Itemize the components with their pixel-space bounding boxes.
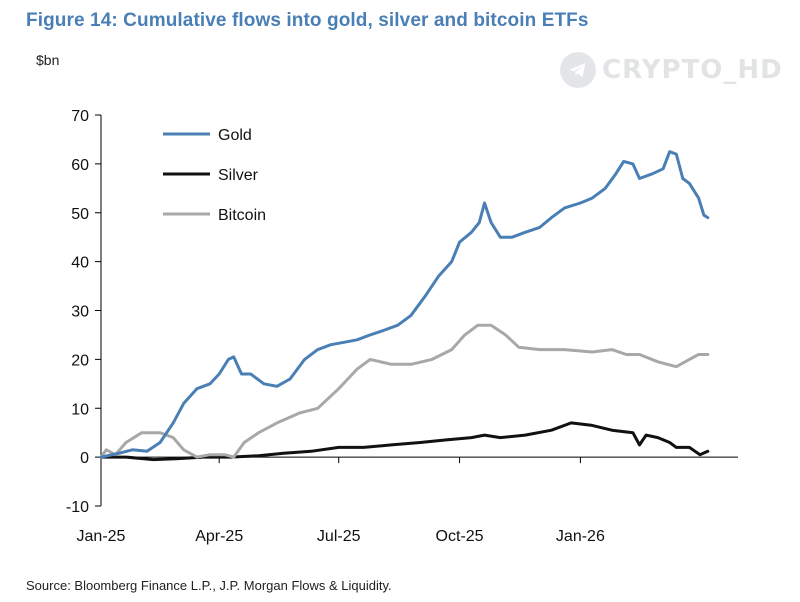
x-tick-label: Apr-25: [195, 528, 243, 545]
source-note: Source: Bloomberg Finance L.P., J.P. Mor…: [26, 578, 392, 593]
y-tick-label: -10: [66, 499, 89, 516]
watermark-text: CRYPTO_HD: [602, 55, 783, 85]
chart-title: Figure 14: Cumulative flows into gold, s…: [26, 10, 589, 31]
x-tick-label: Jan-25: [77, 528, 126, 545]
y-tick-label: 70: [71, 108, 89, 125]
x-tick-label: Jul-25: [317, 528, 361, 545]
y-tick-label: 40: [71, 255, 89, 272]
y-tick-label: 50: [71, 206, 89, 223]
y-tick-label: 60: [71, 157, 89, 174]
y-tick-label: 30: [71, 304, 89, 321]
y-axis-unit-label: $bn: [36, 52, 60, 68]
telegram-icon: [560, 52, 596, 88]
series-line-gold: [99, 150, 710, 459]
x-tick-label: Oct-25: [436, 528, 484, 545]
y-tick-label: 0: [80, 450, 89, 467]
x-tick-label: Jan-26: [556, 528, 605, 545]
y-tick-label: 10: [71, 401, 89, 418]
legend-label-bitcoin: Bitcoin: [218, 207, 266, 224]
watermark: CRYPTO_HD: [560, 52, 783, 88]
series-line-bitcoin: [99, 323, 710, 459]
legend-label-gold: Gold: [218, 127, 252, 144]
y-tick-label: 20: [71, 352, 89, 369]
legend-label-silver: Silver: [218, 167, 259, 184]
